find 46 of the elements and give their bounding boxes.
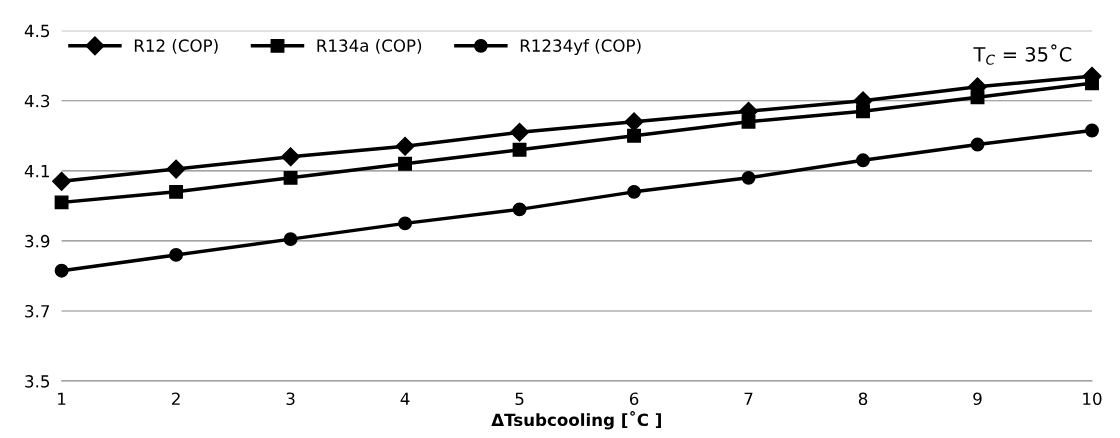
point bbox=[283, 170, 298, 185]
point bbox=[741, 170, 756, 185]
y-tick-label: 3.7 bbox=[25, 304, 50, 318]
x-tick-label: 9 bbox=[973, 392, 982, 406]
y-tick-label: 3.9 bbox=[25, 234, 50, 248]
point bbox=[510, 122, 530, 142]
point bbox=[52, 171, 72, 191]
point bbox=[283, 232, 298, 247]
x-tick-label: 8 bbox=[858, 392, 868, 406]
point bbox=[627, 184, 641, 199]
y-tick-label: 4.5 bbox=[24, 24, 50, 38]
y-tick-label: 4.1 bbox=[24, 165, 49, 178]
point bbox=[281, 147, 301, 167]
point bbox=[970, 137, 985, 152]
x-tick-label: 1 bbox=[58, 392, 66, 405]
point bbox=[169, 247, 184, 262]
x-tick-label: 2 bbox=[172, 392, 180, 405]
point bbox=[856, 153, 870, 168]
x-tick-label: 7 bbox=[744, 392, 753, 405]
x-tick-label: 10 bbox=[1083, 392, 1102, 406]
legend-label: R12 (COP) bbox=[134, 39, 218, 54]
point bbox=[741, 114, 756, 129]
legend-label: R1234yf (COP) bbox=[520, 38, 641, 56]
legend-label: R134a (COP) bbox=[317, 39, 422, 54]
point bbox=[856, 104, 870, 119]
y-tick-label: 3.5 bbox=[25, 375, 50, 388]
x-axis-title: ΔTsubcooling [˚C ] bbox=[491, 411, 661, 430]
x-tick-label: 6 bbox=[629, 392, 639, 406]
point bbox=[627, 128, 641, 143]
annotation: T$_{C}$ = 35˚C bbox=[973, 44, 1072, 65]
point bbox=[398, 216, 413, 231]
y-tick-label: 4.3 bbox=[24, 94, 50, 108]
point bbox=[395, 136, 415, 156]
x-tick-label: 4 bbox=[400, 392, 410, 405]
point bbox=[398, 156, 413, 171]
x-tick-label: 5 bbox=[515, 392, 524, 406]
point bbox=[624, 112, 644, 132]
point bbox=[166, 159, 186, 179]
point bbox=[970, 90, 985, 105]
point bbox=[1085, 123, 1099, 138]
x-tick-label: 3 bbox=[286, 392, 295, 406]
point bbox=[169, 184, 184, 199]
point bbox=[54, 263, 69, 278]
point bbox=[512, 202, 527, 217]
point bbox=[54, 195, 69, 210]
point bbox=[512, 142, 527, 157]
